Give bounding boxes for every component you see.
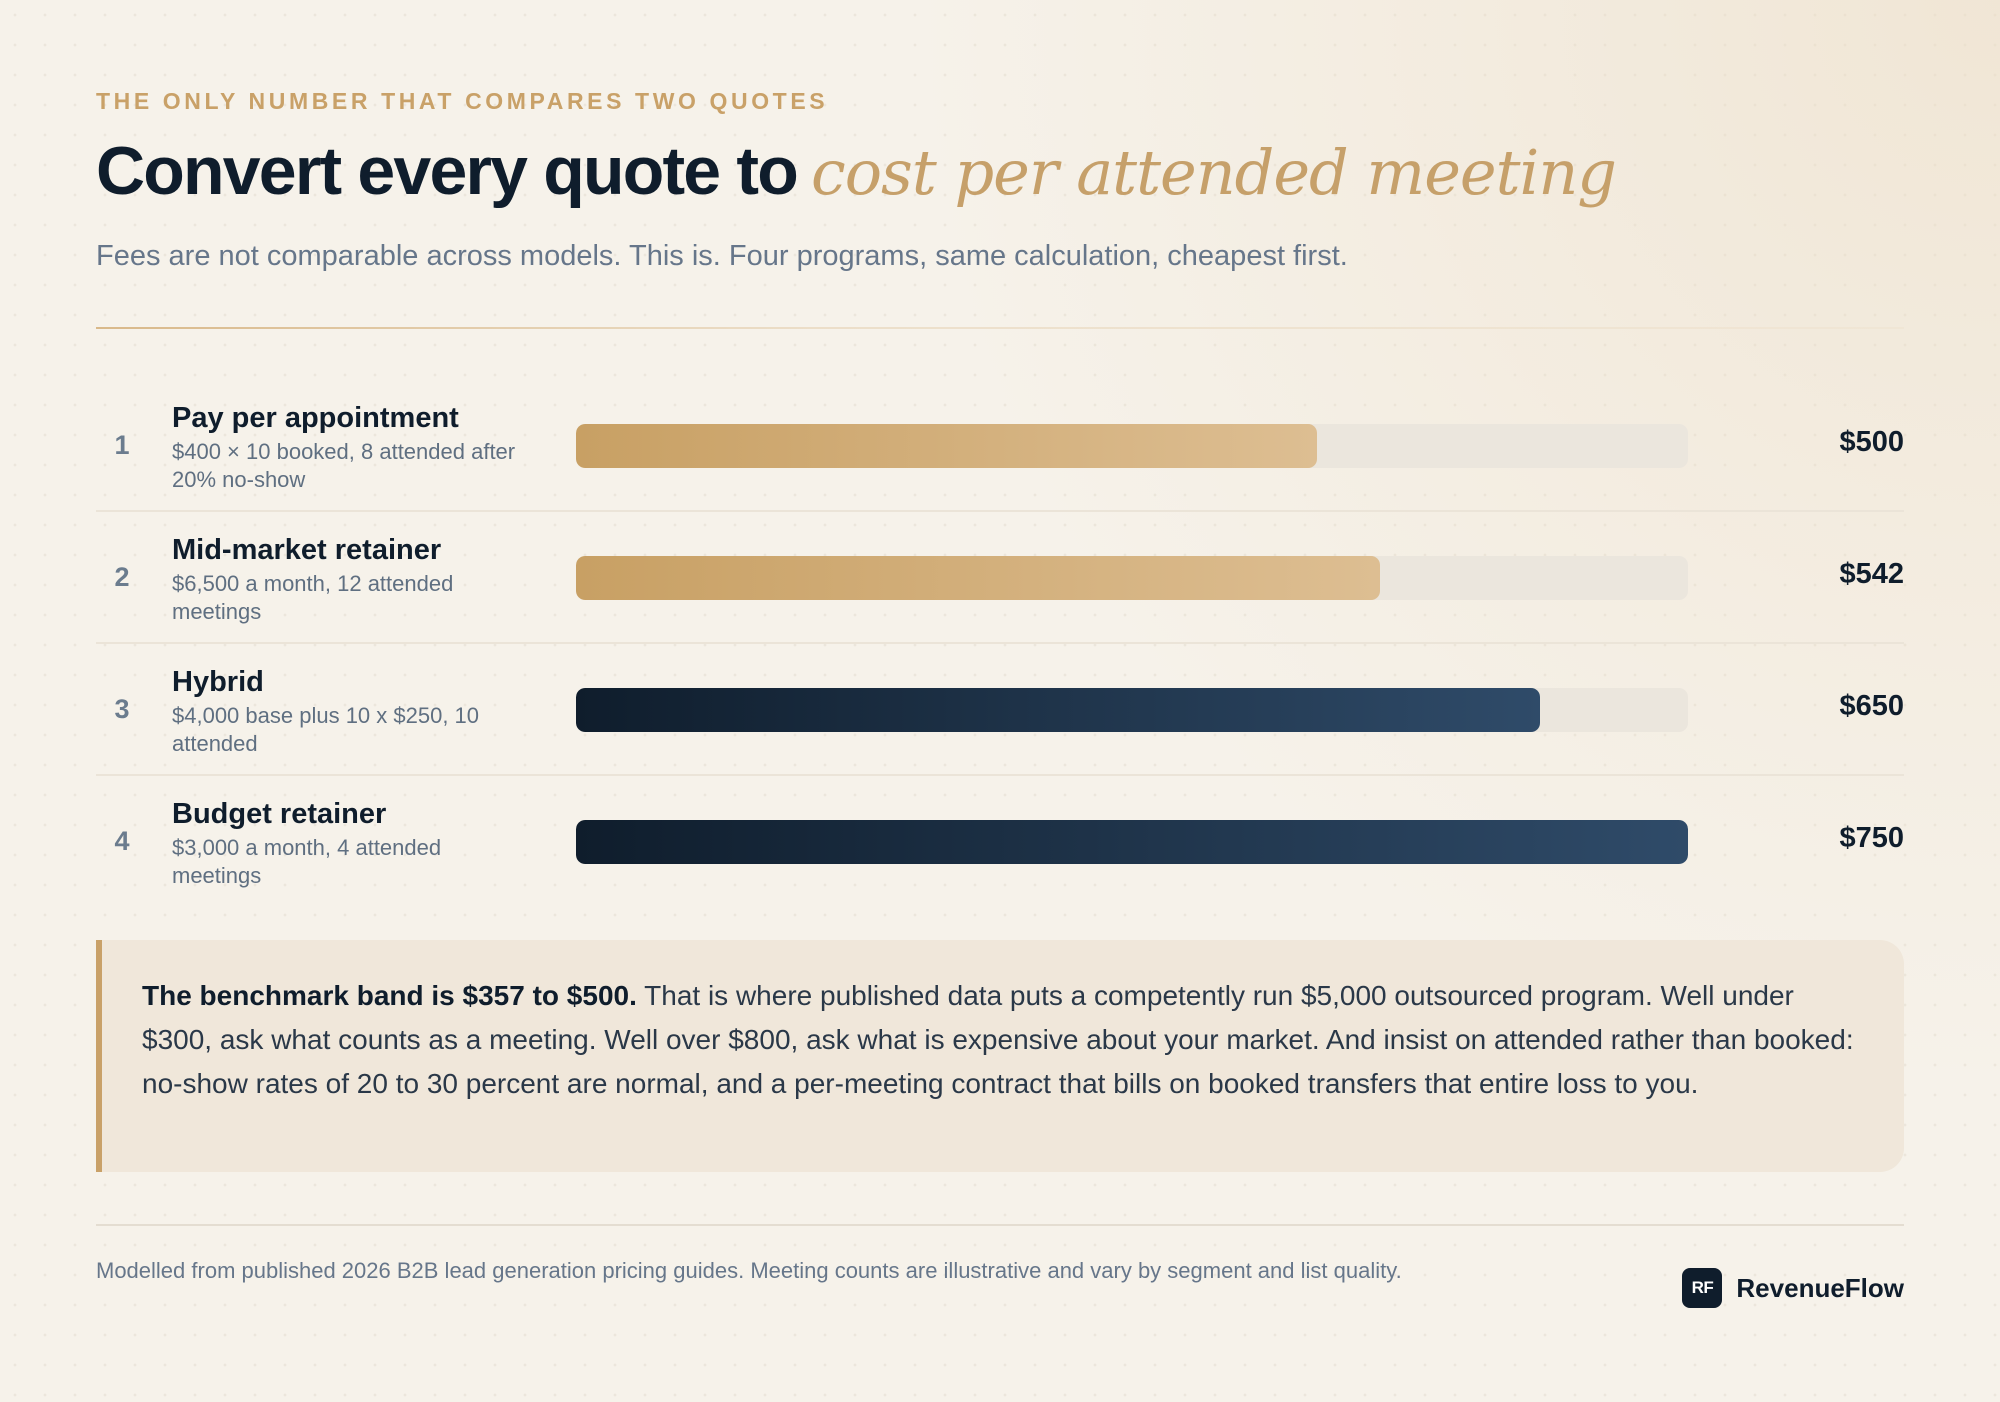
rank-label: 4 bbox=[114, 826, 130, 856]
page-title: Convert every quote to cost per attended … bbox=[96, 132, 1617, 210]
chart-row: 3 Hybrid $4,000 base plus 10 x $250, 10 at… bbox=[96, 644, 1904, 776]
value-label: $650 bbox=[1839, 690, 1904, 722]
rank-label: 3 bbox=[114, 694, 130, 724]
category-label-group: Budget retainer $3,000 a month, 4 attende… bbox=[172, 796, 532, 890]
bar-track bbox=[576, 820, 1688, 864]
category-label: Pay per appointment bbox=[172, 402, 459, 434]
chart-row: 1 Pay per appointment $400 × 10 booked, 8 … bbox=[96, 380, 1904, 512]
footnote: Modelled from published 2026 B2B lead ge… bbox=[96, 1258, 1402, 1283]
category-label-group: Mid-market retainer $6,500 a month, 12 at… bbox=[172, 532, 532, 626]
category-label-group: Pay per appointment $400 × 10 booked, 8 a… bbox=[172, 400, 532, 494]
subtitle: Fees are not comparable across models. T… bbox=[96, 240, 1348, 272]
category-label: Hybrid bbox=[172, 666, 264, 698]
bar-chart: 1 Pay per appointment $400 × 10 booked, 8 … bbox=[96, 380, 1904, 906]
category-description: $400 × 10 booked, 8 attended after 20% n… bbox=[172, 439, 516, 492]
title-accent: cost per attended meeting bbox=[811, 136, 1617, 209]
bar bbox=[576, 556, 1380, 600]
value-label: $750 bbox=[1839, 822, 1904, 854]
category-description: $3,000 a month, 4 attended meetings bbox=[172, 835, 442, 888]
category-description: $6,500 a month, 12 attended meetings bbox=[172, 571, 454, 624]
category-label: Budget retainer bbox=[172, 798, 387, 830]
category-label-group: Hybrid $4,000 base plus 10 x $250, 10 att… bbox=[172, 664, 532, 758]
callout-lead: The benchmark band is $357 to $500. bbox=[142, 980, 637, 1011]
header-divider bbox=[96, 327, 1904, 329]
category-description: $4,000 base plus 10 x $250, 10 attended bbox=[172, 703, 480, 756]
value-label: $542 bbox=[1839, 558, 1904, 590]
chart-row: 2 Mid-market retainer $6,500 a month, 12 a… bbox=[96, 512, 1904, 644]
bar bbox=[576, 820, 1688, 864]
rank-label: 1 bbox=[114, 430, 130, 460]
rank-label: 2 bbox=[114, 562, 130, 592]
chart-row: 4 Budget retainer $3,000 a month, 4 attend… bbox=[96, 776, 1904, 906]
benchmark-callout: The benchmark band is $357 to $500. That… bbox=[96, 940, 1904, 1172]
bar-track bbox=[576, 556, 1688, 600]
bar bbox=[576, 424, 1318, 468]
value-label: $500 bbox=[1839, 426, 1904, 458]
footer-divider bbox=[96, 1224, 1904, 1226]
brand: RF RevenueFlow bbox=[1682, 1268, 1904, 1308]
bar-track bbox=[576, 688, 1688, 732]
brand-logo-icon: RF bbox=[1682, 1268, 1723, 1308]
callout-body: That is where published data puts a comp… bbox=[142, 980, 1854, 1099]
eyebrow: THE ONLY NUMBER THAT COMPARES TWO QUOTES bbox=[96, 88, 829, 114]
category-label: Mid-market retainer bbox=[172, 534, 442, 566]
bar bbox=[576, 688, 1540, 732]
brand-name: RevenueFlow bbox=[1736, 1272, 1904, 1303]
title-main: Convert every quote to bbox=[96, 133, 799, 209]
bar-track bbox=[576, 424, 1688, 468]
